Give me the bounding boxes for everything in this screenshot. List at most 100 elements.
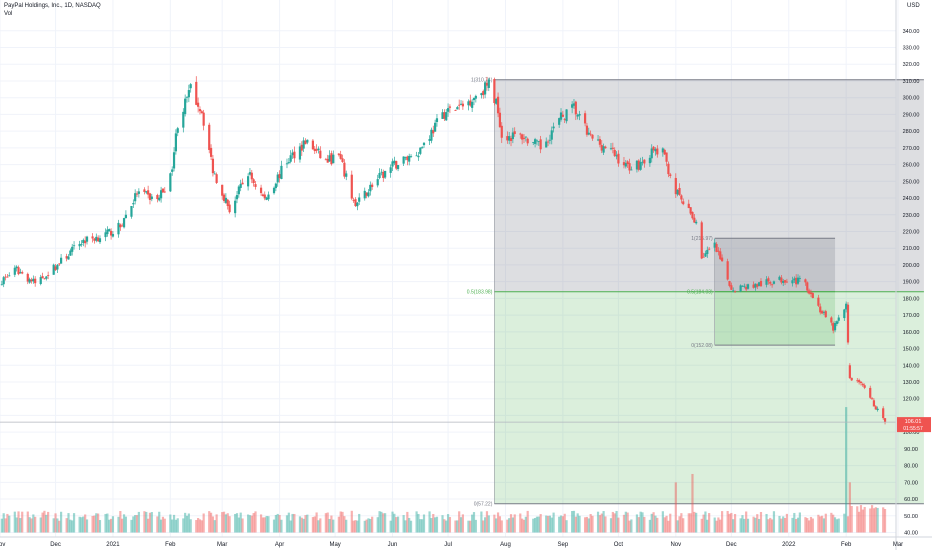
volume-bar bbox=[65, 518, 68, 533]
candle-body bbox=[795, 277, 798, 285]
volume-bar bbox=[469, 520, 472, 533]
volume-bar bbox=[98, 520, 102, 533]
volume-bar bbox=[533, 517, 537, 533]
candle-body bbox=[745, 287, 748, 290]
volume-bar bbox=[511, 517, 514, 533]
candle-body bbox=[158, 197, 161, 201]
candle-body bbox=[650, 148, 653, 159]
candle-body bbox=[613, 149, 616, 156]
candle-body bbox=[248, 172, 252, 175]
volume-bar bbox=[28, 517, 31, 533]
volume-bar bbox=[819, 516, 822, 533]
candle-body bbox=[598, 139, 602, 145]
volume-bar bbox=[524, 516, 527, 533]
candle-body bbox=[496, 96, 500, 114]
candle-body bbox=[98, 238, 102, 243]
time-tick-label: Nov bbox=[0, 542, 5, 548]
volume-bar bbox=[117, 516, 120, 533]
candle-body bbox=[806, 282, 809, 291]
candle-body bbox=[545, 141, 548, 148]
volume-bar bbox=[389, 520, 392, 533]
volume-bar bbox=[506, 519, 509, 533]
fib-lower-zone bbox=[494, 291, 924, 504]
currency-label[interactable]: USD bbox=[907, 3, 920, 9]
volume-bar bbox=[843, 513, 846, 533]
volume-bar bbox=[198, 519, 202, 533]
price-tick-label: 140.00 bbox=[903, 363, 920, 369]
volume-bar bbox=[609, 518, 613, 533]
volume-bar bbox=[324, 513, 327, 533]
volume-bar bbox=[521, 518, 524, 533]
candle-body bbox=[208, 124, 211, 150]
candle-body bbox=[850, 377, 853, 381]
candle-body bbox=[378, 172, 381, 179]
candle-body bbox=[717, 250, 720, 252]
candle-body bbox=[458, 104, 461, 106]
volume-bar bbox=[587, 518, 590, 533]
volume-bar bbox=[667, 520, 670, 533]
volume-bar bbox=[382, 513, 385, 533]
volume-bar bbox=[876, 507, 879, 533]
candle-body bbox=[872, 400, 876, 407]
candle-body bbox=[482, 91, 485, 96]
candle-body bbox=[376, 179, 379, 186]
volume-bar bbox=[263, 517, 266, 533]
candle-body bbox=[91, 236, 94, 239]
candle-body bbox=[404, 157, 407, 159]
time-tick-label: Feb bbox=[165, 542, 176, 548]
volume-bar bbox=[122, 514, 126, 533]
volume-bar bbox=[728, 513, 731, 533]
volume-bar bbox=[493, 514, 496, 533]
volume-bar bbox=[82, 516, 85, 533]
price-tick-label: 260.00 bbox=[903, 163, 920, 169]
volume-bar bbox=[43, 510, 46, 533]
volume-bar bbox=[571, 511, 574, 533]
volume-bar bbox=[850, 505, 853, 533]
candle-body bbox=[291, 152, 294, 156]
candle-body bbox=[78, 244, 81, 247]
candle-body bbox=[524, 136, 527, 138]
candle-body bbox=[835, 321, 838, 324]
volume-bar bbox=[513, 514, 516, 533]
candle-body bbox=[583, 113, 587, 124]
volume-bar bbox=[446, 514, 450, 533]
volume-bar bbox=[583, 517, 587, 533]
volume-bar bbox=[837, 518, 840, 533]
candle-body bbox=[808, 290, 811, 294]
volume-bar bbox=[41, 512, 44, 533]
price-tick-label: 340.00 bbox=[903, 29, 920, 35]
volume-bar bbox=[861, 509, 864, 533]
candle-body bbox=[356, 202, 359, 207]
candle-body bbox=[65, 256, 68, 259]
candle-body bbox=[508, 136, 511, 141]
volume-bar bbox=[47, 511, 50, 533]
candle-body bbox=[778, 276, 781, 280]
price-tick-label: 310.00 bbox=[903, 79, 920, 85]
candle-body bbox=[602, 146, 605, 153]
price-tick-label: 50.00 bbox=[904, 514, 918, 520]
candle-body bbox=[498, 112, 502, 128]
candle-body bbox=[285, 163, 289, 165]
volume-bar bbox=[363, 520, 366, 533]
candle-body bbox=[8, 275, 11, 277]
volume-bar bbox=[304, 515, 307, 533]
candle-body bbox=[215, 174, 218, 183]
volume-bar bbox=[78, 516, 81, 533]
volume-bar bbox=[572, 510, 576, 533]
volume-bar bbox=[222, 511, 226, 533]
candle-body bbox=[596, 139, 600, 141]
candle-body bbox=[676, 190, 679, 195]
price-tag[interactable] bbox=[897, 417, 931, 433]
fib-label-low: 0(57.22) bbox=[474, 502, 493, 508]
price-tick-label: 320.00 bbox=[903, 62, 920, 68]
volume-bar bbox=[702, 514, 705, 533]
volume-bar bbox=[163, 518, 166, 533]
volume-bar bbox=[691, 473, 694, 533]
candle-body bbox=[432, 130, 435, 134]
candle-body bbox=[641, 161, 644, 163]
volume-bar bbox=[184, 512, 187, 533]
volume-bar bbox=[119, 511, 122, 533]
volume-bar bbox=[147, 518, 150, 533]
candle-body bbox=[311, 140, 315, 150]
